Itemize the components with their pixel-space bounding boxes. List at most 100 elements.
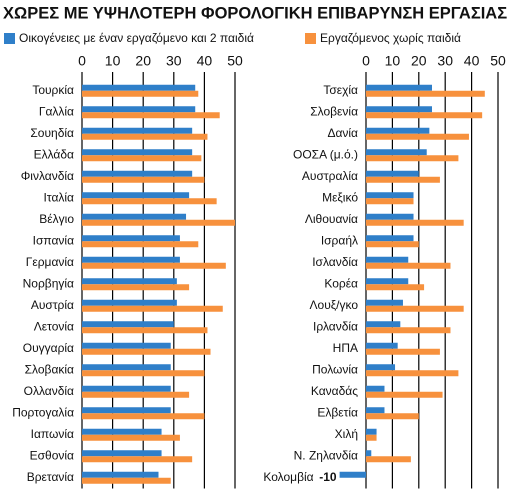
bar (366, 450, 372, 457)
bar (82, 428, 162, 435)
bar (82, 106, 196, 113)
bar (366, 155, 459, 162)
y-tick-label: ΟΟΣΑ (μ.ό.) (293, 147, 358, 161)
y-tick-label: Μεξικό (322, 190, 358, 204)
y-tick-label: Ολλανδία (24, 384, 74, 398)
y-tick-label: Εσθονία (30, 448, 74, 462)
y-tick-label: Ελλάδα (34, 147, 74, 161)
bar (82, 256, 180, 263)
y-tick-label: Πολωνία (312, 362, 358, 376)
x-tick-label: 50 (227, 53, 243, 69)
y-tick-label: Βρετανία (27, 470, 74, 484)
bar (82, 477, 171, 484)
y-tick-label: Γερμανία (26, 255, 74, 269)
y-tick-label: Βέλγιο (39, 212, 74, 226)
bar (366, 370, 459, 377)
bar (82, 149, 193, 156)
y-tick-label: Ισπανία (33, 233, 74, 247)
bar (366, 342, 398, 349)
bar (82, 198, 217, 205)
bar (366, 235, 414, 242)
bar (366, 133, 469, 140)
bar (82, 305, 223, 312)
y-tick-label: Τσεχία (323, 83, 358, 97)
bar (82, 348, 211, 355)
x-tick-label: 10 (105, 53, 121, 69)
bar (82, 262, 226, 269)
bar (366, 348, 440, 355)
bar (82, 391, 190, 398)
bar (366, 170, 419, 177)
bar (82, 278, 177, 285)
bar (339, 471, 366, 478)
bar (82, 133, 208, 140)
y-tick-label: Κολομβία (263, 470, 313, 484)
legend-label: Εργαζόμενος χωρίς παιδιά (320, 31, 461, 45)
y-tick-label: Ισραήλ (321, 233, 358, 247)
bar (366, 407, 385, 414)
bar (366, 262, 451, 269)
x-tick-label: 50 (490, 53, 506, 69)
x-tick-label: 20 (135, 53, 151, 69)
bar (366, 413, 419, 420)
y-tick-label: Ν. Ζηλανδία (294, 448, 358, 462)
bar (82, 192, 190, 199)
y-tick-label: Κορέα (324, 276, 358, 290)
bar (366, 241, 419, 248)
y-tick-label: Ελβετία (317, 405, 358, 419)
bar (82, 241, 199, 248)
y-tick-label: Ισλανδία (312, 255, 358, 269)
bar (82, 155, 202, 162)
x-tick-label: 30 (437, 53, 453, 69)
value-label: -10 (319, 470, 337, 484)
bar (366, 219, 464, 226)
x-tick-label: 30 (166, 53, 182, 69)
y-tick-label: Λιθουανία (305, 212, 358, 226)
bar (366, 305, 464, 312)
bar (82, 370, 205, 377)
bar (366, 456, 411, 463)
y-tick-label: Χιλή (335, 427, 358, 441)
bar (82, 456, 193, 463)
x-tick-label: 0 (78, 53, 86, 69)
bar (366, 192, 414, 199)
bar (82, 364, 171, 371)
bar (366, 364, 396, 371)
bar (366, 391, 443, 398)
bar (366, 278, 409, 285)
bar (82, 176, 205, 183)
y-tick-label: Ιταλία (44, 190, 75, 204)
bar (82, 219, 235, 226)
bar (366, 284, 425, 291)
x-tick-label: 40 (197, 53, 213, 69)
bar (366, 385, 385, 392)
y-tick-label: Ουγγαρία (23, 341, 74, 355)
bar (82, 413, 205, 420)
y-tick-label: Αυστρία (31, 298, 74, 312)
y-tick-label: Αυστραλία (302, 169, 358, 183)
bar (82, 450, 162, 457)
y-tick-label: Λετονία (34, 319, 74, 333)
legend-swatch (305, 33, 316, 44)
bar (82, 213, 187, 220)
y-tick-label: Καναδάς (311, 384, 358, 398)
y-tick-label: Δανία (327, 126, 358, 140)
x-tick-label: 40 (464, 53, 480, 69)
bar (82, 342, 171, 349)
bar (82, 112, 220, 119)
bar (82, 90, 199, 97)
x-tick-label: 0 (362, 53, 370, 69)
chart-title: ΧΩΡΕΣ ΜΕ ΥΨΗΛΟΤΕΡΗ ΦΟΡΟΛΟΓΙΚΗ ΕΠΙΒΑΡΥΝΣΗ… (3, 4, 507, 22)
bar (366, 198, 414, 205)
bar (82, 407, 171, 414)
bar (366, 213, 414, 220)
bar (82, 327, 208, 334)
legend-swatch (4, 33, 15, 44)
bar (366, 327, 451, 334)
bar (366, 112, 483, 119)
y-tick-label: Γαλλία (39, 104, 74, 118)
bar (82, 170, 193, 177)
bar (366, 127, 430, 134)
bar (366, 149, 427, 156)
